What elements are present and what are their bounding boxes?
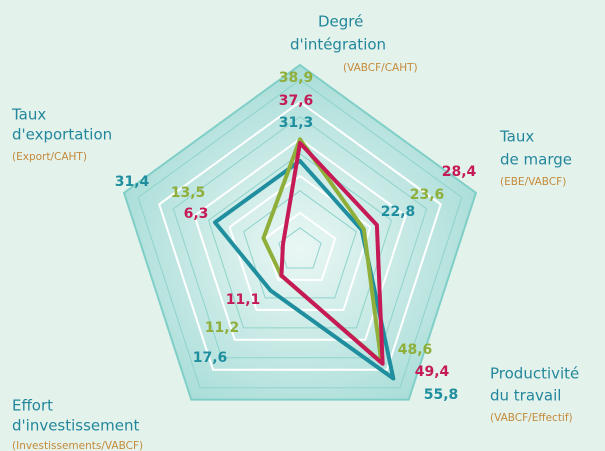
axis-title: Taux [499, 128, 534, 146]
ring [193, 137, 407, 341]
value-label: 55,8 [424, 387, 459, 403]
axis-title: Taux [11, 106, 46, 124]
axis-subtitle: (VABCF/Effectif) [490, 412, 573, 424]
axis-subtitle: (Investissements/VABCF) [12, 440, 143, 451]
value-label: 11,1 [226, 292, 261, 308]
axis-title: du travail [490, 387, 561, 405]
value-label: 38,9 [279, 70, 314, 86]
ring-inner [172, 116, 428, 359]
axis-title: de marge [500, 151, 572, 169]
value-label: 31,4 [115, 174, 150, 190]
ring-inner [243, 190, 357, 299]
value-label: 22,8 [381, 204, 416, 220]
value-label: 13,5 [171, 185, 206, 201]
value-label: 11,2 [205, 320, 240, 336]
axis-subtitle: (Export/CAHT) [12, 151, 87, 163]
outer-pentagon [122, 63, 478, 401]
axis-title: Effort [12, 397, 53, 415]
value-label: 6,3 [184, 206, 209, 222]
axis-title: d'investissement [12, 417, 139, 435]
ring [263, 211, 337, 281]
value-label: 31,3 [279, 115, 314, 131]
value-label: 49,4 [415, 364, 450, 380]
ring [158, 100, 442, 371]
axis-title: d'exportation [12, 126, 112, 144]
value-label: 23,6 [410, 187, 445, 203]
value-label: 17,6 [193, 350, 228, 366]
series-line [279, 140, 385, 366]
value-label: 48,6 [398, 342, 433, 358]
axis-subtitle: (VABCF/CAHT) [343, 62, 418, 74]
axis-title: Degré [318, 13, 363, 31]
value-label: 37,6 [279, 93, 314, 109]
ring-inner [207, 153, 393, 329]
ring-inner [137, 79, 463, 389]
value-label: 28,4 [442, 164, 477, 180]
axis-title: Productivité [490, 365, 579, 383]
axis-title: d'intégration [290, 36, 386, 54]
axis-subtitle: (EBE/VABCF) [500, 176, 566, 188]
series-line [213, 158, 396, 381]
